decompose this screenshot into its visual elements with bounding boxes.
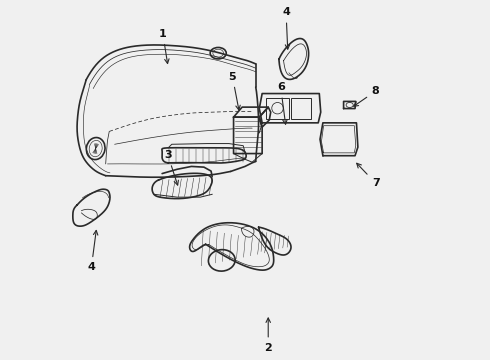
Text: 2: 2 bbox=[264, 318, 272, 352]
Text: 3: 3 bbox=[164, 150, 178, 185]
Text: 5: 5 bbox=[229, 72, 240, 110]
Text: 1: 1 bbox=[159, 29, 169, 63]
Text: 4: 4 bbox=[87, 230, 98, 272]
Text: 7: 7 bbox=[357, 163, 380, 188]
Bar bbox=[292, 98, 311, 118]
Bar bbox=[267, 98, 289, 118]
Text: 6: 6 bbox=[277, 82, 287, 124]
Text: 4: 4 bbox=[282, 8, 290, 49]
Text: 8: 8 bbox=[354, 86, 380, 106]
